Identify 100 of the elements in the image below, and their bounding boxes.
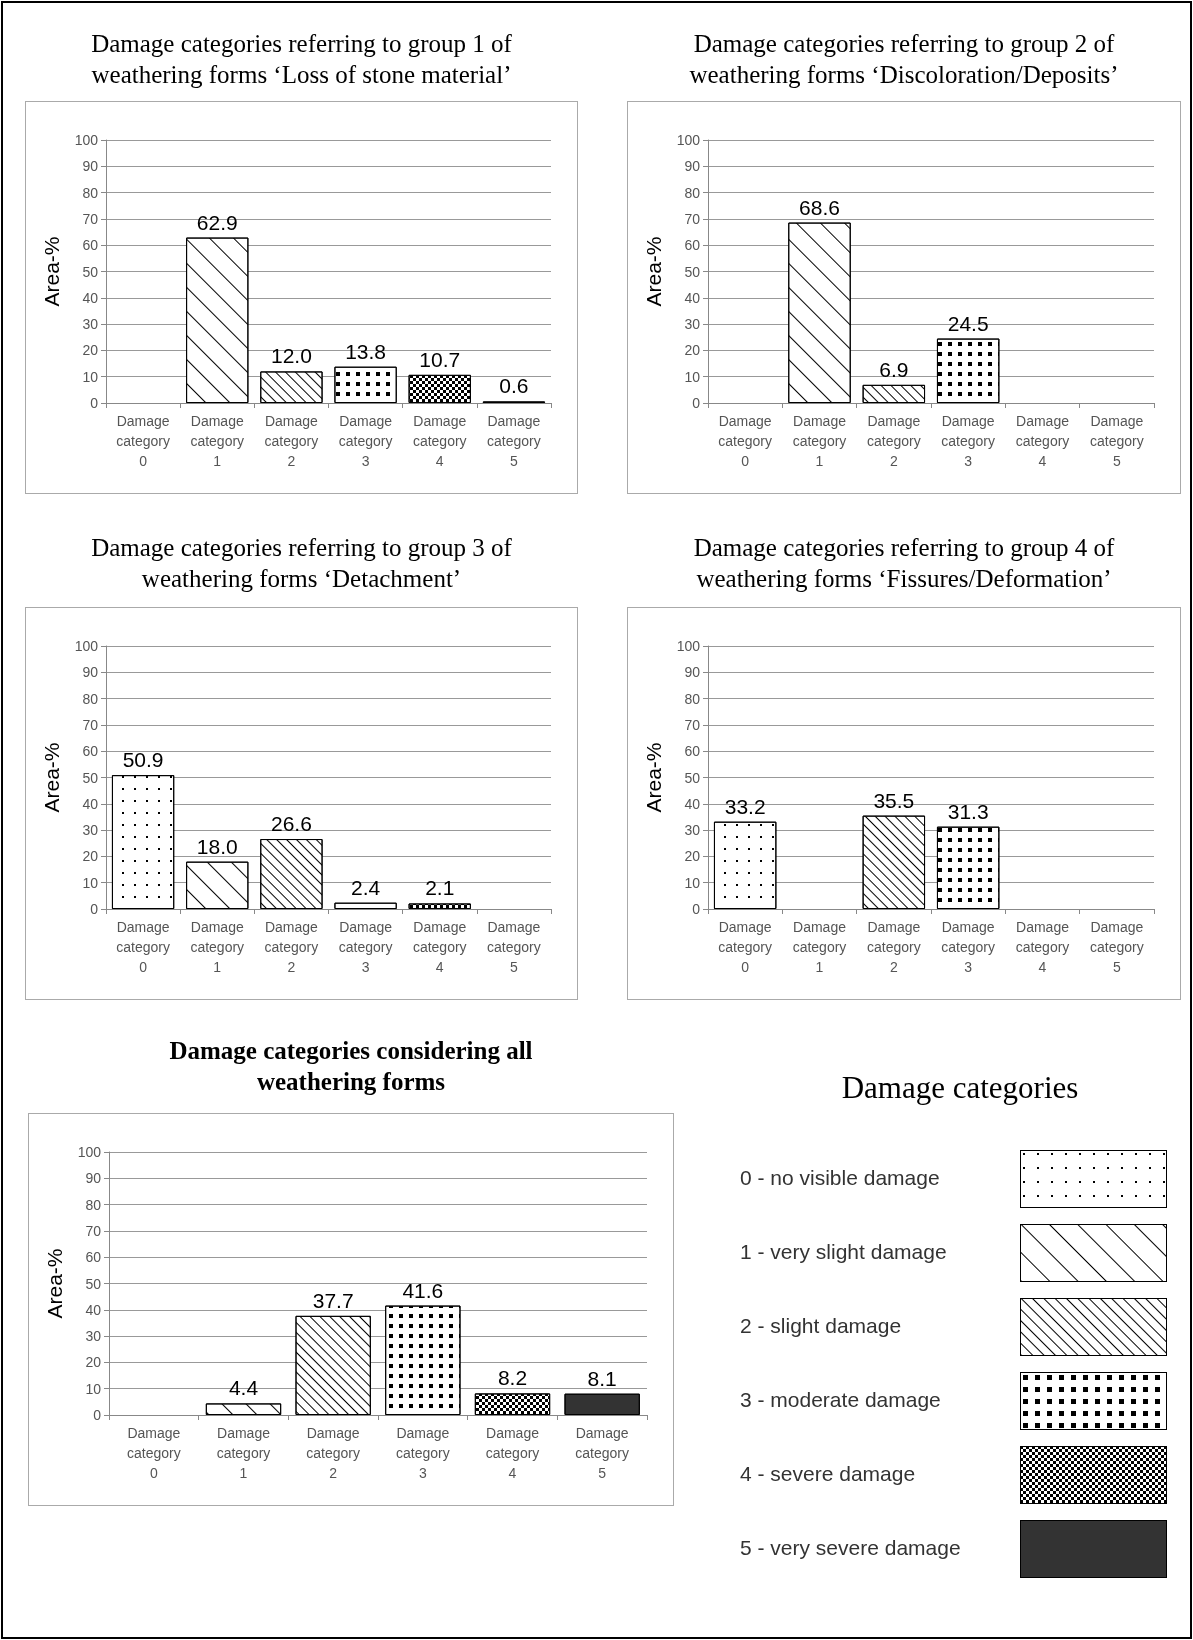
y-tick-label: 10 xyxy=(684,368,701,385)
y-tick-label: 20 xyxy=(82,342,99,359)
y-tick-label: 70 xyxy=(85,1222,102,1239)
x-tick-label: Damage category 2 xyxy=(264,413,319,469)
data-label: 35.5 xyxy=(873,788,915,812)
y-tick-label: 80 xyxy=(684,184,701,201)
x-tick-label: Damage category 1 xyxy=(190,919,245,975)
y-tick-label: 10 xyxy=(85,1380,102,1397)
y-tick-label: 60 xyxy=(684,237,701,254)
y-tick-label: 100 xyxy=(676,132,701,148)
data-label: 62.9 xyxy=(196,210,238,234)
y-tick-label: 90 xyxy=(82,158,99,175)
x-tick-label: Damage category 5 xyxy=(575,1425,630,1481)
data-label: 26.6 xyxy=(270,812,312,836)
y-axis-title: Area-% xyxy=(43,1248,66,1319)
text: Damage categories xyxy=(840,1070,1080,1105)
y-tick-label: 70 xyxy=(82,210,99,227)
x-tick-label: Damage category 2 xyxy=(306,1425,361,1481)
y-tick-label: 20 xyxy=(82,848,99,865)
data-label: 37.7 xyxy=(312,1288,354,1312)
x-tick-label: Damage category 5 xyxy=(487,919,541,975)
text: 4 - severe damage xyxy=(740,1462,916,1486)
x-tick-label: Damage category 3 xyxy=(941,919,996,975)
text: 1 - very slight damage xyxy=(740,1240,947,1264)
x-tick-label: Damage category 0 xyxy=(116,919,170,975)
x-tick-label: Damage category 3 xyxy=(338,413,393,469)
y-tick-label: 70 xyxy=(684,210,701,227)
y-tick-label: 90 xyxy=(684,158,701,175)
x-tick-label: Damage category 4 xyxy=(1015,919,1070,975)
y-tick-label: 60 xyxy=(85,1249,102,1266)
chart-title: Damage categories referring to group 2 of weathering forms ‘Discoloration/Deposits’ xyxy=(688,29,1120,90)
y-tick-label: 30 xyxy=(684,316,701,333)
y-tick-label: 10 xyxy=(82,368,99,385)
y-tick-label: 50 xyxy=(82,769,99,786)
y-tick-label: 80 xyxy=(85,1196,102,1213)
y-tick-label: 80 xyxy=(82,690,99,707)
x-tick-label: Damage category 0 xyxy=(718,919,773,975)
data-label: 50.9 xyxy=(122,748,164,772)
y-tick-label: 100 xyxy=(74,638,99,654)
x-tick-label: Damage category 2 xyxy=(866,919,921,975)
text: 0 - no visible damage xyxy=(740,1166,940,1190)
y-tick-label: 40 xyxy=(82,289,99,306)
data-label: 24.5 xyxy=(947,311,989,335)
x-tick-label: Damage category 4 xyxy=(1015,413,1070,469)
data-label: 2.4 xyxy=(350,875,381,899)
y-tick-label: 30 xyxy=(82,822,99,839)
y-tick-label: 0 xyxy=(692,901,701,917)
y-axis-title: Area-% xyxy=(642,742,665,813)
y-tick-label: 0 xyxy=(90,395,99,411)
y-tick-label: 50 xyxy=(684,263,701,280)
data-label: 13.8 xyxy=(345,339,387,363)
y-tick-label: 40 xyxy=(684,795,701,812)
x-tick-label: Damage category 1 xyxy=(792,919,847,975)
y-tick-label: 20 xyxy=(684,342,701,359)
y-tick-label: 10 xyxy=(684,874,701,891)
y-tick-label: 50 xyxy=(82,263,99,280)
data-label: 12.0 xyxy=(270,344,312,368)
y-tick-label: 100 xyxy=(77,1144,102,1160)
data-label: 8.1 xyxy=(587,1366,617,1390)
y-tick-label: 30 xyxy=(85,1328,102,1345)
y-tick-label: 90 xyxy=(85,1170,102,1187)
y-tick-label: 80 xyxy=(82,184,99,201)
y-tick-label: 80 xyxy=(684,690,701,707)
text: 3 - moderate damage xyxy=(740,1388,941,1412)
y-tick-label: 20 xyxy=(85,1354,102,1371)
data-label: 8.2 xyxy=(497,1366,528,1390)
y-tick-label: 100 xyxy=(74,132,99,148)
data-label: 2.1 xyxy=(425,876,455,900)
y-tick-label: 0 xyxy=(692,395,701,411)
x-tick-label: Damage category 0 xyxy=(116,413,170,469)
y-tick-label: 90 xyxy=(82,664,99,681)
y-tick-label: 30 xyxy=(82,316,99,333)
data-label: 6.9 xyxy=(879,357,909,381)
y-tick-label: 70 xyxy=(82,716,99,733)
x-tick-label: Damage category 4 xyxy=(485,1425,540,1481)
y-axis-title: Area-% xyxy=(40,742,63,813)
x-tick-label: Damage category 3 xyxy=(941,413,996,469)
chart-title: Damage categories referring to group 1 of weathering forms ‘Loss of stone material’ xyxy=(90,29,513,90)
y-tick-label: 40 xyxy=(82,795,99,812)
x-tick-label: Damage category 5 xyxy=(1089,413,1144,469)
chart-title: Damage categories referring to group 4 of weathering forms ‘Fissures/Deformation’ xyxy=(692,533,1116,594)
chart-title: Damage categories referring to group 3 of weathering forms ‘Detachment’ xyxy=(90,533,513,594)
x-tick-label: Damage category 5 xyxy=(1089,919,1144,975)
y-tick-label: 50 xyxy=(85,1275,102,1292)
y-tick-label: 100 xyxy=(676,638,701,654)
y-tick-label: 10 xyxy=(82,874,99,891)
x-tick-label: Damage category 1 xyxy=(216,1425,271,1481)
y-tick-label: 40 xyxy=(85,1301,102,1318)
data-label: 33.2 xyxy=(724,794,766,818)
y-tick-label: 0 xyxy=(90,901,99,917)
y-axis-title: Area-% xyxy=(642,236,665,307)
data-label: 18.0 xyxy=(196,834,238,858)
y-tick-label: 60 xyxy=(82,743,99,760)
y-axis-title: Area-% xyxy=(40,236,63,307)
data-label: 10.7 xyxy=(419,347,461,371)
y-tick-label: 90 xyxy=(684,664,701,681)
x-tick-label: Damage category 1 xyxy=(190,413,245,469)
x-tick-label: Damage category 2 xyxy=(264,919,319,975)
x-tick-label: Damage category 4 xyxy=(412,919,467,975)
data-label: 31.3 xyxy=(947,799,989,823)
